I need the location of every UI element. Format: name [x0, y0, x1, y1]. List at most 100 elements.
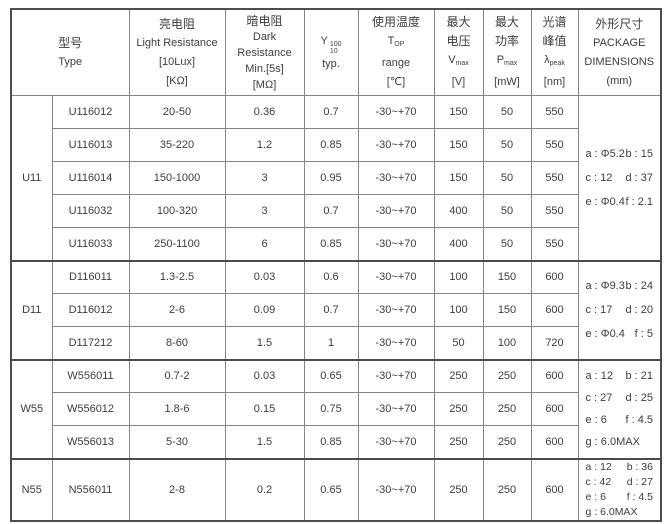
spec-sheet: 型号 Type 亮电阻 Light Resistance [10Lux] [KΩ… [10, 8, 662, 522]
model-cell: U116032 [51, 194, 130, 228]
vmax-symbol: Vmax [448, 54, 469, 67]
value-cell: 0.95 [303, 161, 359, 195]
value-cell: 0.7 [303, 194, 359, 228]
value-cell: -30~+70 [357, 95, 435, 129]
package-dimension-line: a : 12 b : 21 [585, 370, 654, 382]
value-cell: 5-30 [128, 425, 226, 459]
spec-row: D117212 8-60 1.5 1 -30~+70 50 100 720 [11, 326, 661, 360]
value-cell: 2-8 [128, 457, 226, 521]
spec-row: U11 U116012 20-50 0.36 0.7 -30~+70 150 50 550 a :… [10, 95, 662, 261]
value-cell: -30~+70 [357, 392, 435, 426]
value-cell: 0.03 [224, 358, 305, 393]
model-cell: U116013 [51, 128, 130, 162]
header-dark-resistance: 暗电阻 Dark Resistance Min.[5s] [MΩ] [224, 8, 305, 96]
value-cell: 6 [224, 227, 305, 261]
model-cell: W556011 [51, 358, 130, 393]
header-max-power: 最大 功率 Pmax [mW] [482, 8, 532, 96]
type-group-cell: D11 [10, 259, 53, 360]
type-group-cell: U11 [10, 95, 53, 261]
package-dimension-line: a : Φ5.2 b : 15 [585, 147, 654, 160]
model-cell: W556012 [51, 392, 130, 426]
header-type-en: Type [58, 55, 83, 68]
value-cell: 550 [530, 227, 579, 261]
value-cell: 550 [530, 128, 579, 162]
value-cell: -30~+70 [357, 259, 435, 294]
value-cell: 150 [482, 293, 532, 327]
value-cell: 600 [530, 259, 579, 294]
lambda-peak-symbol: λpeak [544, 54, 565, 67]
pmax-symbol: Pmax [496, 54, 518, 67]
value-cell: 20-50 [128, 95, 226, 129]
value-cell: 0.36 [224, 95, 305, 129]
value-cell: 250 [433, 358, 484, 393]
spec-table: 型号 Type 亮电阻 Light Resistance [10Lux] [KΩ… [10, 8, 662, 522]
header-light-resistance: 亮电阻 Light Resistance [10Lux] [KΩ] [128, 8, 226, 96]
value-cell: 0.2 [224, 457, 305, 521]
value-cell: -30~+70 [357, 227, 435, 261]
value-cell: 50 [433, 326, 484, 360]
value-cell: 250 [482, 425, 532, 459]
value-cell: 1.2 [224, 128, 305, 162]
header-package-dimensions: 外形尺寸 PACKAGE DIMENSIONS (mm) [577, 8, 662, 96]
header-gamma: Y 100 10 typ. [303, 8, 359, 96]
spec-row: U116013 35-220 1.2 0.85 -30~+70 150 50 550 [11, 128, 661, 162]
value-cell: 400 [433, 227, 484, 261]
top-symbol: TOP [387, 35, 405, 48]
value-cell: -30~+70 [357, 194, 435, 228]
spec-row: W556012 1.8-6 0.15 0.75 -30~+70 250 250 600 [11, 392, 661, 426]
value-cell: 150 [482, 259, 532, 294]
package-dimension-line: c : 12 d : 37 [585, 171, 654, 184]
value-cell: -30~+70 [357, 457, 435, 521]
spec-row: U116033 250-1100 6 0.85 -30~+70 400 50 550 [11, 227, 661, 261]
header-max-voltage: 最大 电压 Vmax [V] [433, 8, 484, 96]
value-cell: 400 [433, 194, 484, 228]
value-cell: 35-220 [128, 128, 226, 162]
spec-row: U116032 100-320 3 0.7 -30~+70 400 50 550 [11, 194, 661, 228]
value-cell: 0.85 [303, 425, 359, 459]
header-spectral-peak: 光谱 峰值 λpeak [nm] [530, 8, 579, 96]
type-group-cell: N55 [10, 457, 53, 521]
value-cell: 50 [482, 227, 532, 261]
value-cell: 150 [433, 95, 484, 129]
value-cell: 250 [433, 457, 484, 521]
value-cell: 250 [482, 457, 532, 521]
value-cell: 100 [482, 326, 532, 360]
value-cell: 50 [482, 194, 532, 228]
value-cell: 0.09 [224, 293, 305, 327]
value-cell: 8-60 [128, 326, 226, 360]
value-cell: 600 [530, 425, 579, 459]
value-cell: 550 [530, 95, 579, 129]
value-cell: 550 [530, 161, 579, 195]
value-cell: 0.7-2 [128, 358, 226, 393]
package-dimension-line: e : Φ0.4 f : 2.1 [585, 195, 654, 208]
value-cell: 1.5 [224, 425, 305, 459]
package-dimension-line: c : 27 d : 25 [585, 392, 654, 404]
package-dimension-line: g : 6.0MAX [585, 505, 638, 518]
value-cell: 0.65 [303, 457, 359, 521]
model-cell: N556011 [51, 457, 130, 521]
model-cell: U116012 [51, 95, 130, 129]
header-type: 型号 Type [10, 8, 130, 96]
value-cell: 50 [482, 161, 532, 195]
value-cell: 100-320 [128, 194, 226, 228]
value-cell: -30~+70 [357, 293, 435, 327]
value-cell: 0.6 [303, 259, 359, 294]
model-cell: D116012 [51, 293, 130, 327]
value-cell: -30~+70 [357, 128, 435, 162]
value-cell: 600 [530, 358, 579, 393]
value-cell: 0.85 [303, 128, 359, 162]
header-temperature: 使用温度 TOP range [℃] [357, 8, 435, 96]
spec-row: W55 W556011 0.7-2 0.03 0.65 -30~+70 250 250 600 a… [10, 358, 662, 459]
header-row: 型号 Type 亮电阻 Light Resistance [10Lux] [KΩ… [10, 8, 662, 96]
value-cell: 1.5 [224, 326, 305, 360]
value-cell: 250 [482, 358, 532, 393]
model-cell: U116014 [51, 161, 130, 195]
value-cell: 250 [433, 425, 484, 459]
value-cell: 50 [482, 95, 532, 129]
value-cell: 600 [530, 293, 579, 327]
value-cell: 100 [433, 259, 484, 294]
value-cell: -30~+70 [357, 425, 435, 459]
